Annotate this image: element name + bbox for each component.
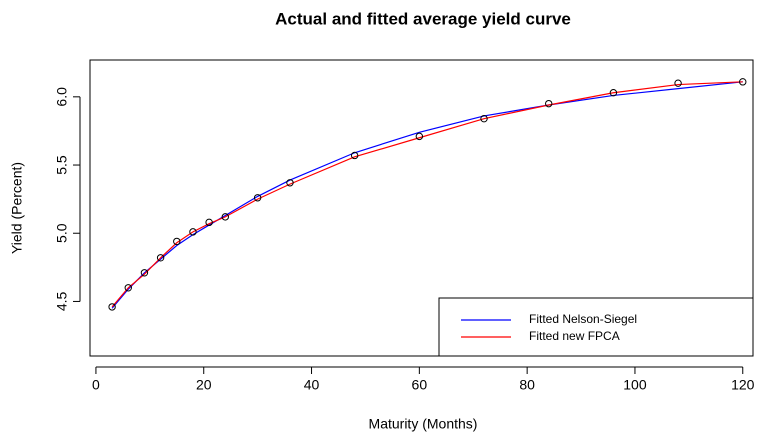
legend-label: Fitted Nelson-Siegel (529, 312, 637, 326)
data-point (189, 228, 197, 236)
data-point (140, 269, 149, 277)
series-line (111, 81, 743, 308)
data-point (173, 237, 181, 246)
x-tick-label: 40 (304, 377, 320, 393)
y-tick-label: 4.5 (54, 291, 70, 311)
data-point (124, 284, 132, 292)
legend-box (438, 297, 754, 357)
y-axis-label: Yield (Percent) (9, 162, 25, 254)
y-tick-label: 5.0 (54, 223, 70, 243)
legend-label: Fitted new FPCA (529, 329, 620, 343)
x-tick-label: 80 (519, 377, 535, 393)
data-point (253, 194, 262, 202)
data-point (286, 179, 294, 187)
plot-frame (89, 59, 754, 357)
data-point (674, 79, 682, 87)
data-point (108, 303, 116, 311)
data-point (205, 218, 213, 227)
data-point (739, 78, 747, 86)
data-point (350, 151, 359, 160)
x-tick-label: 0 (92, 377, 100, 393)
y-tick-label: 5.5 (54, 155, 70, 175)
chart-title: Actual and fitted average yield curve (275, 9, 571, 28)
y-tick-label: 6.0 (54, 87, 70, 107)
data-point (480, 114, 488, 123)
x-tick-label: 120 (731, 377, 755, 393)
data-point (545, 99, 553, 108)
data-point (415, 132, 424, 141)
data-point (156, 254, 165, 262)
x-axis-label: Maturity (Months) (369, 416, 478, 432)
x-tick-label: 20 (196, 377, 212, 393)
x-tick-label: 100 (623, 377, 647, 393)
data-point (221, 213, 229, 221)
data-point (609, 89, 618, 97)
x-tick-label: 60 (412, 377, 428, 393)
